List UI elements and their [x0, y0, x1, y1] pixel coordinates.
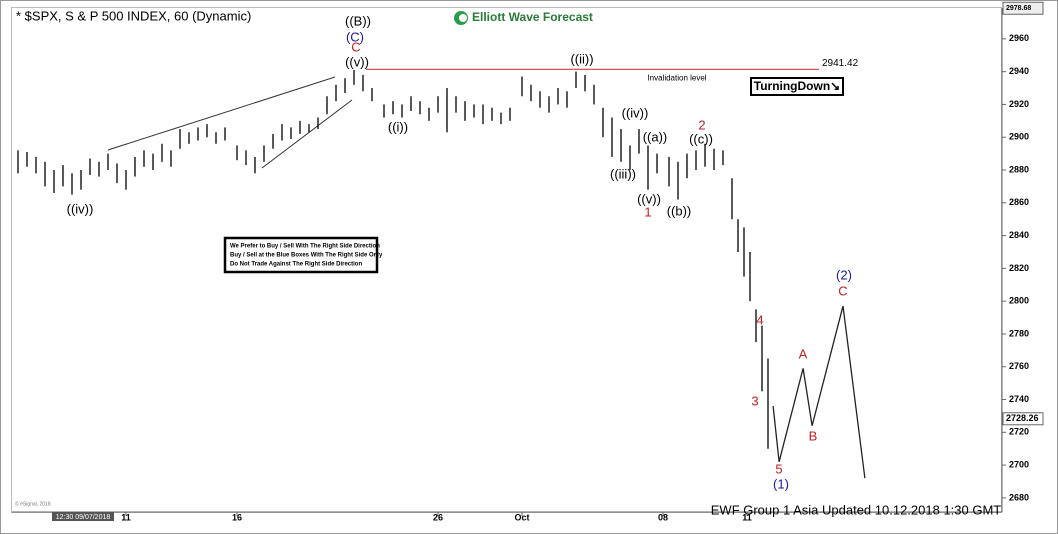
y-tick-label: 2860	[1009, 197, 1029, 207]
wave-label: C	[838, 283, 847, 298]
y-tick-label: 2760	[1009, 361, 1029, 371]
notice: We Prefer to Buy / Sell With The Right S…	[230, 244, 380, 250]
projection-line	[772, 305, 866, 479]
wave-label: B	[809, 428, 818, 443]
last-price-box	[1002, 412, 1044, 426]
wave-label: A	[799, 346, 808, 361]
invalidation-value: 2941.42	[822, 58, 859, 69]
x-tick-label: Oct	[514, 512, 529, 522]
wave-label: ((iv))	[622, 105, 649, 120]
wave-label: 5	[775, 461, 782, 476]
wedge-line	[107, 76, 336, 151]
y-tick-label: 2740	[1009, 394, 1029, 404]
logo: Elliott Wave Forecast	[472, 10, 593, 24]
y-tick-label: 2920	[1009, 99, 1029, 109]
y-tick-label: 2700	[1009, 459, 1029, 469]
y-tick-label: 2820	[1009, 263, 1029, 273]
wave-label: 4	[756, 312, 763, 327]
wave-label: ((a))	[643, 129, 668, 144]
x-tick-label: 26	[433, 512, 443, 522]
wave-label: ((v))	[345, 54, 369, 69]
start-label: 12:30 09/07/2018	[56, 514, 111, 521]
footer: EWF Group 1 Asia Updated 10.12.2018 1:30…	[711, 502, 1002, 517]
y-tick-label: 2840	[1009, 230, 1029, 240]
wave-label: ((iv))	[67, 201, 94, 216]
chart-title: * $SPX, S & P 500 INDEX, 60 (Dynamic)	[16, 8, 251, 23]
badge: TurningDown↘	[754, 79, 840, 93]
wave-label: 2	[698, 117, 705, 132]
wave-label: (C)	[346, 29, 364, 44]
wave-label: (1)	[773, 476, 789, 491]
copyright: © eSignal, 2018	[15, 500, 51, 507]
wave-label: ((b))	[667, 203, 692, 218]
wave-label: ((v))	[637, 191, 661, 206]
wave-label: ((c))	[689, 131, 713, 146]
badge-box	[750, 77, 844, 96]
y-tick-label: 2940	[1009, 66, 1029, 76]
wave-label: 3	[751, 393, 758, 408]
start-box	[52, 512, 114, 521]
notice: Buy / Sell at the Blue Boxes With The Ri…	[230, 253, 383, 259]
wave-label: ((B))	[345, 13, 371, 28]
y-tick-label: 2960	[1009, 33, 1029, 43]
wave-label: 1	[644, 204, 651, 219]
wave-label: (2)	[836, 267, 852, 282]
wave-label: ((iii))	[610, 166, 636, 181]
y-tick-label: 2800	[1009, 296, 1029, 306]
wave-label: C	[351, 39, 360, 54]
notice: Do Not Trade Against The Right Side Dire…	[230, 262, 362, 268]
x-tick-label: 11	[742, 512, 752, 522]
invalidation-label: Invalidation level	[647, 73, 706, 82]
x-tick-label: 16	[232, 512, 242, 522]
notice-box	[223, 236, 379, 274]
y-tick-label: 2720	[1009, 427, 1029, 437]
y-tick-label: 2680	[1009, 492, 1029, 502]
wave-label: ((i))	[388, 119, 408, 134]
x-tick-label: 08	[658, 512, 668, 522]
top-price-box	[1002, 1, 1044, 15]
y-tick-label: 2880	[1009, 164, 1029, 174]
y-tick-label: 2780	[1009, 328, 1029, 338]
wave-label: ((ii))	[570, 51, 593, 66]
logo-icon	[459, 14, 467, 22]
y-tick-label: 2900	[1009, 132, 1029, 142]
last-price: 2728.26	[1006, 413, 1039, 423]
top-price: 2978.68	[1006, 5, 1031, 12]
wedge-line	[261, 99, 353, 169]
x-tick-label: 11	[121, 512, 131, 522]
